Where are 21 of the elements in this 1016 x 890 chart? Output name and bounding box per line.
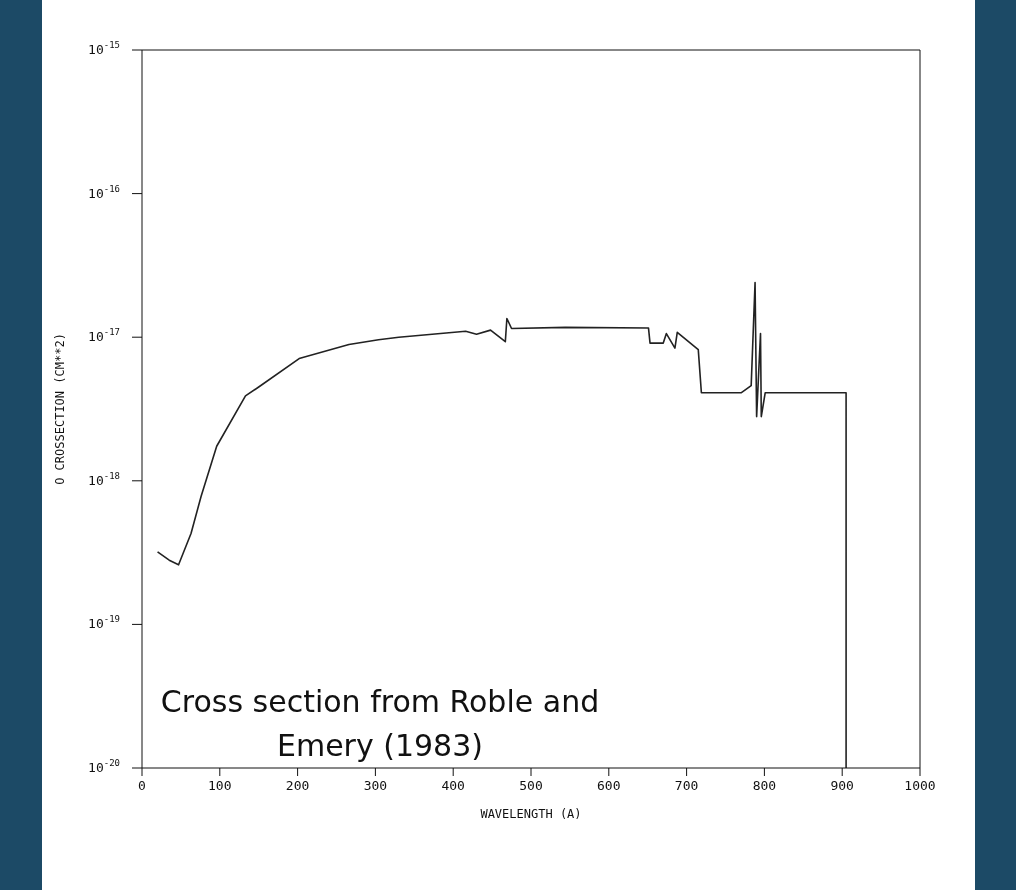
x-tick-label: 700 xyxy=(674,778,699,793)
line-series xyxy=(156,281,847,768)
x-tick-label: 100 xyxy=(208,778,232,793)
x-tick-label: 400 xyxy=(441,778,465,793)
annotation: Cross section from Roble and Emery (1983) xyxy=(160,683,600,765)
y-tick-label: 10$^{-18}$ xyxy=(88,470,120,488)
x-tick-label: 800 xyxy=(752,778,777,793)
x-tick-label: 0 xyxy=(138,778,146,793)
x-tick-label: 1000 xyxy=(904,778,936,793)
y-axis-title: O CROSSECTION (CM**2) xyxy=(53,333,68,485)
x-axis-title: WAVELENGTH (A) xyxy=(480,807,582,821)
y-tick-label: 10$^{-19}$ xyxy=(88,613,120,631)
x-tick-label: 300 xyxy=(363,778,388,793)
y-tick-label: 10$^{-20}$ xyxy=(88,757,120,775)
y-tick-label: 10$^{-17}$ xyxy=(88,326,120,344)
x-tick-label: 200 xyxy=(285,778,310,793)
x-tick-label: 900 xyxy=(830,778,854,793)
x-tick-label: 600 xyxy=(597,778,621,793)
x-tick-label: 500 xyxy=(519,778,543,793)
y-tick-label: 10$^{-16}$ xyxy=(88,183,120,201)
y-tick-label: 10$^{-15}$ xyxy=(88,39,120,57)
